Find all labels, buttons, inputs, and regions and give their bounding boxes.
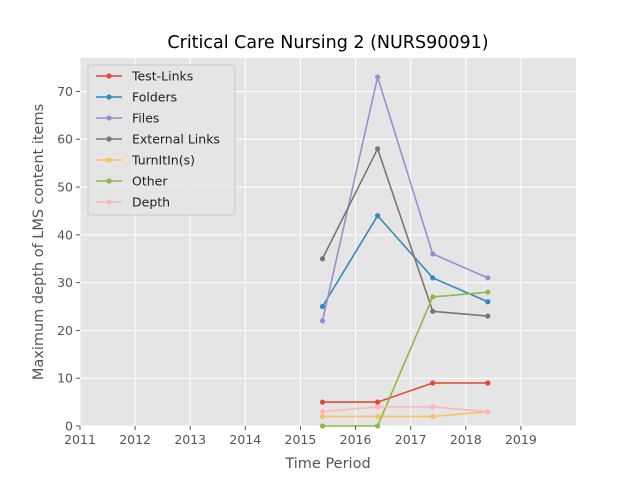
legend-label: External Links bbox=[132, 132, 220, 147]
series-line-test-links bbox=[322, 382, 488, 403]
x-tick-label: 2019 bbox=[505, 432, 537, 447]
x-tick-label: 2016 bbox=[340, 432, 372, 447]
data-point-files bbox=[319, 318, 326, 324]
x-tick-label: 2013 bbox=[174, 432, 206, 447]
y-tick-label: 60 bbox=[57, 132, 73, 147]
legend-item: Folders bbox=[96, 90, 177, 105]
y-axis-ticks: 0 10 20 30 40 50 60 70 bbox=[57, 84, 80, 434]
series-other bbox=[319, 289, 491, 429]
series-folders bbox=[319, 213, 491, 310]
legend-item: Files bbox=[96, 111, 159, 126]
legend-item: TurnItIn(s) bbox=[96, 153, 195, 168]
data-point-external-links bbox=[375, 146, 381, 152]
data-point-folders bbox=[430, 275, 436, 281]
data-point-files bbox=[485, 275, 491, 281]
data-point-other bbox=[319, 423, 326, 429]
x-tick-label: 2011 bbox=[64, 432, 96, 447]
data-point-test-links bbox=[319, 399, 326, 405]
data-point-other bbox=[375, 423, 381, 429]
series-layer bbox=[319, 74, 491, 429]
x-tick-label: 2014 bbox=[229, 432, 261, 447]
x-axis-label: Time Period bbox=[284, 456, 370, 472]
data-point-test-links bbox=[430, 380, 436, 386]
data-point-folders bbox=[485, 299, 491, 305]
data-point-test-links bbox=[375, 399, 381, 405]
series-files bbox=[319, 74, 491, 324]
data-point-folders bbox=[319, 303, 326, 310]
legend-swatch-marker bbox=[106, 199, 112, 205]
y-tick-label: 0 bbox=[65, 419, 73, 434]
legend-label: Test-Links bbox=[131, 69, 193, 84]
legend-swatch-marker bbox=[106, 136, 112, 142]
legend-swatch-marker bbox=[106, 115, 112, 121]
data-point-external-links bbox=[430, 308, 436, 314]
data-point-external-links bbox=[485, 313, 491, 319]
data-point-files bbox=[430, 251, 436, 257]
series-test-links bbox=[319, 380, 491, 405]
legend-swatch-marker bbox=[106, 73, 112, 79]
legend-item: Test-Links bbox=[96, 69, 193, 84]
series-line-depth bbox=[322, 406, 488, 413]
x-tick-label: 2017 bbox=[395, 432, 427, 447]
legend-item: Other bbox=[96, 174, 168, 189]
legend-label: Files bbox=[132, 111, 159, 126]
data-point-turnitin-s bbox=[375, 413, 381, 420]
data-point-depth bbox=[319, 409, 326, 415]
x-axis-ticks: 2011 2012 2013 2014 2015 2016 2017 2018 2019 bbox=[64, 426, 537, 447]
legend-label: Depth bbox=[132, 195, 170, 210]
x-tick-label: 2015 bbox=[285, 432, 317, 447]
legend-swatch-marker bbox=[106, 178, 112, 184]
data-point-turnitin-s bbox=[430, 413, 436, 420]
y-tick-label: 50 bbox=[57, 180, 73, 195]
x-tick-label: 2018 bbox=[450, 432, 482, 447]
data-point-external-links bbox=[319, 256, 326, 262]
grid-lines bbox=[79, 58, 576, 427]
series-line-other bbox=[322, 291, 488, 427]
y-tick-label: 20 bbox=[57, 323, 73, 338]
legend-box bbox=[87, 64, 236, 216]
data-point-test-links bbox=[485, 380, 491, 386]
data-point-files bbox=[375, 74, 381, 80]
legend-label: Other bbox=[132, 174, 168, 189]
series-line-folders bbox=[321, 214, 489, 307]
data-point-depth bbox=[375, 404, 381, 410]
legend-label: Folders bbox=[132, 90, 177, 105]
legend: Test-Links Folders Files External Links Turn… bbox=[87, 64, 236, 216]
chart-title: Critical Care Nursing 2 (NURS90091) bbox=[167, 33, 488, 53]
legend-label: TurnItIn(s) bbox=[131, 153, 195, 168]
x-tick-label: 2012 bbox=[119, 432, 151, 447]
series-depth bbox=[319, 404, 491, 415]
series-line-files bbox=[321, 76, 489, 322]
data-point-turnitin-s bbox=[319, 413, 326, 420]
series-line-external-links bbox=[321, 148, 488, 317]
series-line-turnitin-s bbox=[322, 410, 488, 418]
legend-item: Depth bbox=[96, 195, 170, 210]
y-tick-label: 10 bbox=[57, 371, 73, 386]
y-tick-label: 70 bbox=[57, 84, 73, 99]
data-point-other bbox=[430, 294, 436, 300]
legend-swatch-marker bbox=[106, 157, 112, 163]
legend-swatch-marker bbox=[106, 94, 112, 100]
y-tick-label: 40 bbox=[57, 227, 73, 242]
y-tick-label: 30 bbox=[57, 275, 73, 290]
legend-item: External Links bbox=[96, 132, 220, 147]
data-point-other bbox=[485, 289, 491, 295]
data-point-depth bbox=[430, 404, 436, 410]
data-point-folders bbox=[375, 213, 381, 219]
series-external-links bbox=[319, 146, 491, 319]
y-axis-label: Maximum depth of LMS content items bbox=[31, 104, 47, 380]
data-point-depth bbox=[485, 409, 491, 415]
